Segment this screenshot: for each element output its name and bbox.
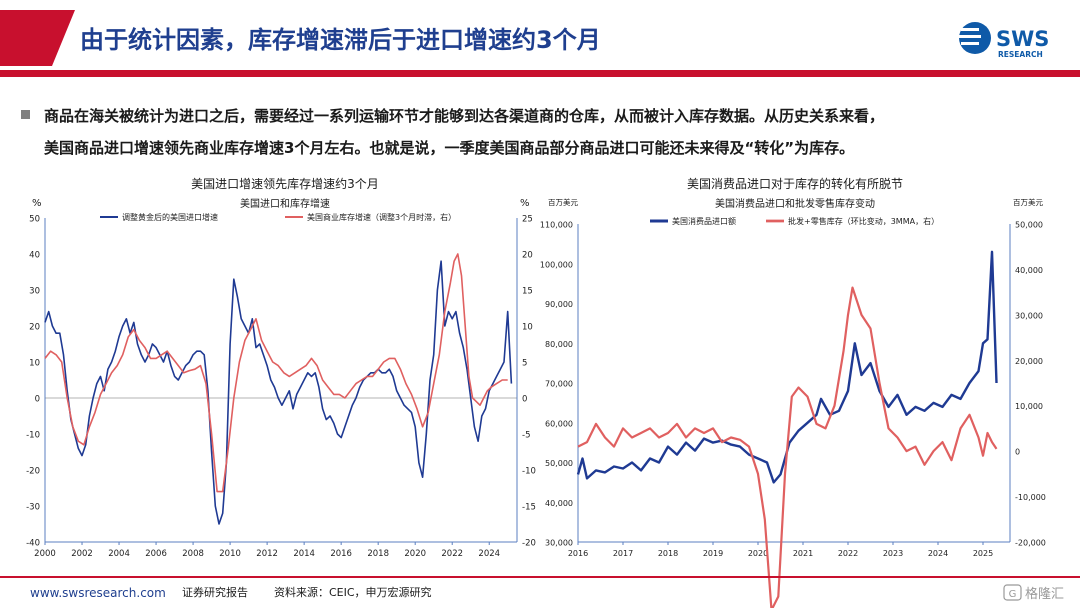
y-tick-label-right: 25 <box>522 215 533 225</box>
slide-title: 由于统计因素，库存增速滞后于进口增速约3个月 <box>80 26 601 54</box>
x-tick-label: 2017 <box>613 549 633 558</box>
header-red-bar <box>0 70 1080 77</box>
y-tick-label-right: 50,000 <box>1015 221 1043 230</box>
chart-right-unit-left: 百万美元 <box>548 197 578 207</box>
footer-report-label: 证券研究报告 <box>182 585 248 599</box>
y-tick-label-left: 0 <box>35 395 40 405</box>
svg-text:G: G <box>1009 589 1017 600</box>
x-tick-label: 2006 <box>145 549 167 559</box>
legend-label: 批发+零售库存（环比变动，3MMA，右） <box>788 216 939 226</box>
y-tick-label-left: 100,000 <box>540 260 573 269</box>
x-tick-label: 2022 <box>838 549 858 558</box>
y-tick-label-left: 70,000 <box>545 380 573 389</box>
y-tick-label-right: 0 <box>522 395 527 405</box>
legend-label: 美国商业库存增速（调整3个月时滞，右） <box>307 212 456 222</box>
x-tick-label: 2025 <box>973 549 993 558</box>
y-tick-label-left: 50 <box>29 215 40 225</box>
legend-label: 美国消费品进口额 <box>672 216 736 226</box>
x-tick-label: 2020 <box>748 549 768 558</box>
chart-right-unit-right: 百万美元 <box>1013 197 1043 207</box>
header-red-accent <box>0 10 75 66</box>
chart-right-subtitle: 美国消费品进口和批发零售库存变动 <box>715 197 875 210</box>
y-tick-label-left: 30,000 <box>545 539 573 548</box>
y-tick-label-left: 90,000 <box>545 300 573 309</box>
y-tick-label-right: 10 <box>522 323 533 333</box>
x-tick-label: 2010 <box>219 549 241 559</box>
x-tick-label: 2014 <box>293 549 315 559</box>
footer-red-line <box>0 576 1080 578</box>
y-tick-label-left: 110,000 <box>540 221 573 230</box>
x-tick-label: 2024 <box>928 549 948 558</box>
x-tick-label: 2004 <box>108 549 130 559</box>
chart-consumer-import-vs-inventory-change: 美国消费品进口对于库存的转化有所脱节 美国消费品进口和批发零售库存变动 百万美元… <box>540 176 1046 608</box>
x-tick-label: 2023 <box>883 549 903 558</box>
watermark: G 格隆汇 <box>1003 584 1064 602</box>
chart-left-title: 美国进口增速领先库存增速约3个月 <box>191 176 379 191</box>
y-tick-label-right: 40,000 <box>1015 266 1043 275</box>
x-tick-label: 2016 <box>330 549 352 559</box>
footer-source: 资料来源：CEIC，申万宏源研究 <box>274 585 432 599</box>
y-tick-label-right: -5 <box>522 431 530 441</box>
y-tick-label-left: 40,000 <box>545 499 573 508</box>
chart-left-unit-left: % <box>32 198 42 209</box>
x-tick-label: 2019 <box>703 549 723 558</box>
y-tick-label-right: -20 <box>522 539 536 549</box>
series-line-imports <box>44 260 513 525</box>
x-tick-label: 2018 <box>658 549 678 558</box>
chart-left-unit-right: % <box>520 198 530 209</box>
y-tick-label-right: 5 <box>522 359 527 369</box>
y-tick-label-right: -15 <box>522 503 536 513</box>
x-tick-label: 2024 <box>478 549 500 559</box>
watermark-text: 格隆汇 <box>1025 586 1064 602</box>
y-tick-label-left: -30 <box>26 503 40 513</box>
x-tick-label: 2021 <box>793 549 813 558</box>
chart-right-title: 美国消费品进口对于库存的转化有所脱节 <box>687 176 903 191</box>
chart-import-vs-inventory: 美国进口增速领先库存增速约3个月 美国进口和库存增速 % % 504030201… <box>26 176 536 559</box>
logo-text: SWS <box>996 27 1049 51</box>
x-tick-label: 2018 <box>367 549 389 559</box>
footer-website-link[interactable]: www.swsresearch.com <box>30 586 166 600</box>
x-tick-label: 2016 <box>568 549 588 558</box>
x-tick-label: 2002 <box>71 549 93 559</box>
y-tick-label-right: 10,000 <box>1015 402 1043 411</box>
y-tick-label-right: 20 <box>522 251 533 261</box>
y-tick-label-right: 20,000 <box>1015 357 1043 366</box>
y-tick-label-right: -20,000 <box>1015 539 1046 548</box>
series-line-inventory <box>44 253 508 493</box>
bullet-square-icon <box>21 110 30 119</box>
x-tick-label: 2020 <box>404 549 426 559</box>
y-tick-label-left: 60,000 <box>545 419 573 428</box>
bullet-text-line1: 商品在海关被统计为进口之后，需要经过一系列运输环节才能够到达各渠道商的仓库，从而… <box>44 107 884 125</box>
bullet-text-line2: 美国商品进口增速领先商业库存增速3个月左右。也就是说，一季度美国商品部分商品进口… <box>44 139 854 157</box>
y-tick-label-left: -20 <box>26 467 40 477</box>
chart-left-subtitle: 美国进口和库存增速 <box>240 197 330 210</box>
y-tick-label-left: -40 <box>26 539 40 549</box>
x-tick-label: 2008 <box>182 549 204 559</box>
x-tick-label: 2000 <box>34 549 56 559</box>
y-tick-label-left: 50,000 <box>545 459 573 468</box>
y-tick-label-right: 30,000 <box>1015 311 1043 320</box>
y-tick-label-right: -10,000 <box>1015 493 1046 502</box>
y-tick-label-left: 80,000 <box>545 340 573 349</box>
series-line-imports <box>576 250 998 484</box>
y-tick-label-left: -10 <box>26 431 40 441</box>
legend-label: 调整黄金后的美国进口增速 <box>122 212 218 222</box>
series-line-inventory <box>577 286 998 608</box>
y-tick-label-left: 40 <box>29 251 40 261</box>
y-tick-label-left: 10 <box>29 359 40 369</box>
y-tick-label-left: 30 <box>29 287 40 297</box>
y-tick-label-right: 15 <box>522 287 533 297</box>
y-tick-label-right: 0 <box>1015 448 1020 457</box>
sws-logo: SWS RESEARCH <box>959 22 1049 59</box>
x-tick-label: 2012 <box>256 549 278 559</box>
y-tick-label-left: 20 <box>29 323 40 333</box>
x-tick-label: 2022 <box>441 549 463 559</box>
y-tick-label-right: -10 <box>522 467 536 477</box>
watermark-logo-icon <box>1003 584 1022 601</box>
logo-subtext: RESEARCH <box>998 50 1043 59</box>
